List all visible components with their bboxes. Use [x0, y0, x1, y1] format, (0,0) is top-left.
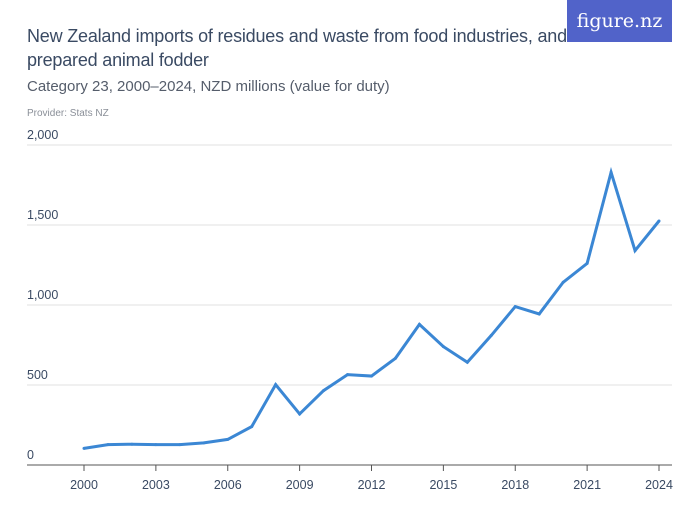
data-point — [585, 261, 589, 265]
chart-subtitle: Category 23, 2000–2024, NZD millions (va… — [27, 78, 390, 95]
x-tick-label: 2009 — [286, 478, 314, 492]
data-point — [250, 425, 254, 429]
provider-label: Provider: Stats NZ — [27, 108, 109, 119]
y-tick-label: 1,000 — [27, 288, 58, 302]
data-point — [537, 312, 541, 316]
logo-text: figure.nz — [576, 10, 663, 32]
chart-title: New Zealand imports of residues and wast… — [27, 26, 567, 70]
data-point — [609, 170, 613, 174]
data-point — [274, 383, 278, 387]
y-tick-label: 1,500 — [27, 208, 58, 222]
data-point — [561, 280, 565, 284]
x-tick-label: 2006 — [214, 478, 242, 492]
data-point — [393, 356, 397, 360]
data-point — [178, 443, 182, 447]
data-point — [154, 443, 158, 447]
y-tick-label: 500 — [27, 368, 48, 382]
x-tick-label: 2000 — [70, 478, 98, 492]
y-tick-label: 2,000 — [27, 128, 58, 142]
data-point — [298, 412, 302, 416]
data-point — [370, 374, 373, 378]
x-tick-label: 2018 — [501, 478, 529, 492]
data-line — [83, 166, 661, 450]
data-point — [82, 446, 86, 450]
x-tick-label: 2024 — [645, 478, 673, 492]
x-tick-label: 2021 — [573, 478, 601, 492]
data-point — [657, 219, 661, 223]
data-point — [489, 333, 493, 337]
x-tick-label: 2015 — [429, 478, 457, 492]
y-tick-label: 0 — [27, 448, 34, 462]
data-point — [513, 305, 517, 309]
data-point — [130, 442, 134, 446]
data-point — [441, 345, 445, 349]
data-point — [322, 389, 326, 393]
x-tick-label: 2003 — [142, 478, 170, 492]
figure-nz-logo[interactable]: figure.nz — [567, 0, 672, 42]
data-point — [202, 441, 206, 445]
x-tick-label: 2012 — [358, 478, 386, 492]
data-point — [633, 249, 637, 253]
data-point — [346, 373, 350, 377]
data-point — [226, 437, 230, 441]
data-point — [106, 443, 110, 447]
data-point — [465, 360, 469, 364]
data-point — [417, 322, 421, 326]
